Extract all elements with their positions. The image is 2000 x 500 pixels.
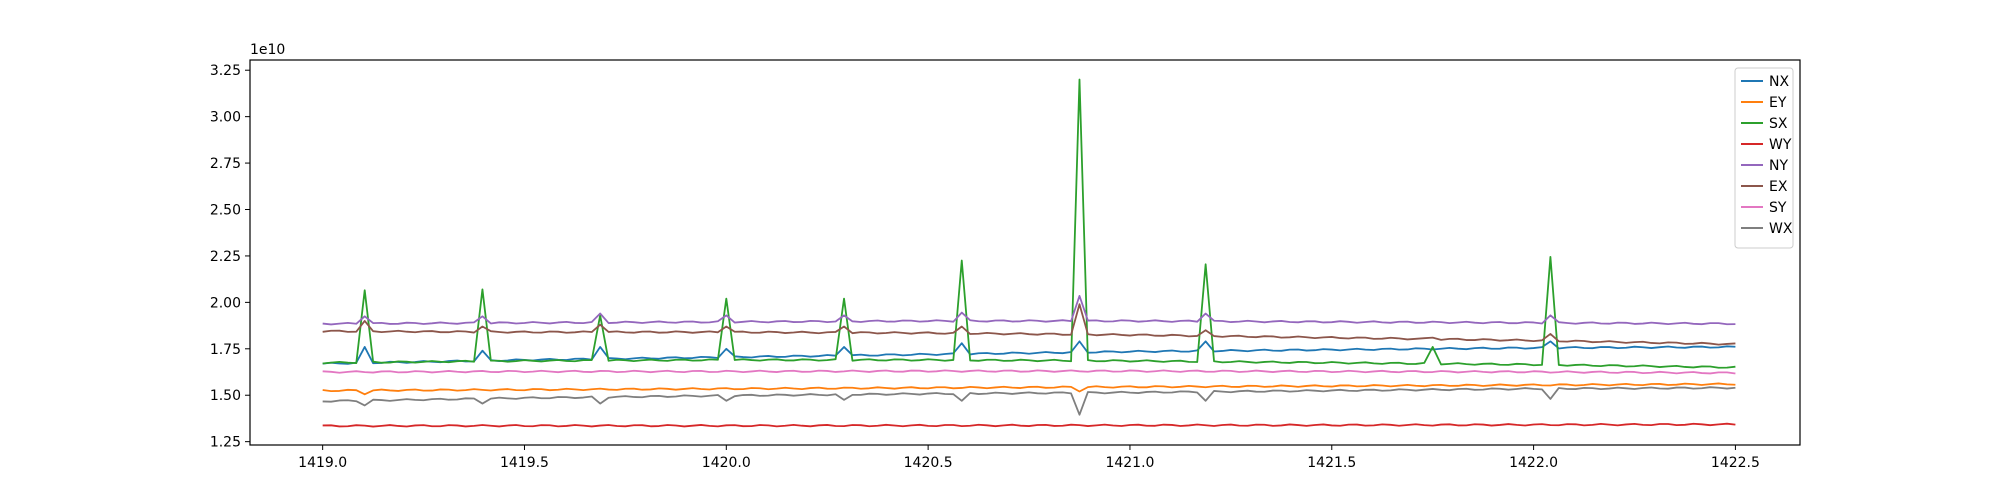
x-tick-label: 1421.0 <box>1105 455 1154 471</box>
y-tick-label: 2.75 <box>210 156 241 172</box>
legend-label-wy: WY <box>1769 137 1792 153</box>
series-line-wx <box>322 386 1736 416</box>
legend: NX EY SX WY NY EX SY WX <box>1734 67 1794 249</box>
series-line-ey <box>322 382 1736 396</box>
legend-label-sx: SX <box>1769 116 1788 132</box>
legend-label-wx: WX <box>1769 221 1793 237</box>
series-line-ny <box>322 294 1736 326</box>
legend-label-ey: EY <box>1769 95 1787 111</box>
x-tick-label: 1422.0 <box>1509 455 1558 471</box>
y-tick-label: 1.25 <box>210 435 241 451</box>
legend-label-ny: NY <box>1769 158 1788 174</box>
series-line-sx <box>322 78 1736 369</box>
series-line-sy <box>322 369 1736 375</box>
y-tick-label: 1.75 <box>210 342 241 358</box>
series-line-ex <box>322 303 1736 346</box>
x-tick-label: 1419.5 <box>500 455 549 471</box>
x-tick-label: 1420.5 <box>904 455 953 471</box>
legend-label-ex: EX <box>1769 179 1788 195</box>
legend-label-sy: SY <box>1769 200 1787 216</box>
y-tick-label: 1.50 <box>210 388 241 404</box>
x-tick-label: 1419.0 <box>298 455 347 471</box>
x-tick-label: 1420.0 <box>702 455 751 471</box>
y-tick-label: 2.00 <box>210 295 241 311</box>
y-tick-label: 2.50 <box>210 203 241 219</box>
x-axis: 1419.0 1419.5 1420.0 1420.5 1421.0 1421.5 1422… <box>298 445 1760 471</box>
y-tick-label: 2.25 <box>210 249 241 265</box>
series-line-wy <box>322 422 1736 428</box>
series-layer <box>322 78 1736 428</box>
y-tick-label: 3.00 <box>210 110 241 126</box>
y-offset-text: 1e10 <box>250 42 285 58</box>
y-axis: 1.25 1.50 1.75 2.00 2.25 2.50 2.75 3.00 3.25 <box>210 63 250 451</box>
x-tick-label: 1421.5 <box>1307 455 1356 471</box>
plot-frame <box>249 59 1801 446</box>
x-tick-label: 1422.5 <box>1711 455 1760 471</box>
y-tick-label: 3.25 <box>210 63 241 79</box>
legend-label-nx: NX <box>1769 74 1789 90</box>
legend-frame <box>1734 67 1794 249</box>
